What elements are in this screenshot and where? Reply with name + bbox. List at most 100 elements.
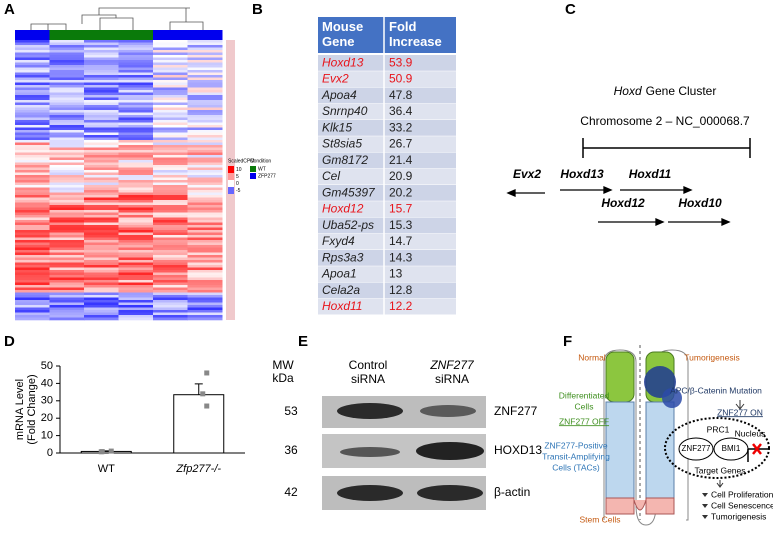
heatmap-cell: [84, 90, 119, 93]
cluster-title: Hoxd Gene Cluster: [614, 84, 717, 98]
heatmap-cell: [84, 312, 119, 316]
heatmap-cell: [187, 145, 223, 148]
heatmap-cell: [84, 95, 119, 98]
heatmap-cell: [15, 132, 50, 136]
heatmap-cell: [49, 245, 85, 248]
heatmap-cell: [15, 202, 50, 206]
heatmap-cell: [187, 132, 223, 136]
condition-bar: [187, 30, 223, 40]
heatmap-cell: [187, 155, 223, 158]
heatmap-cell: [84, 177, 119, 181]
fold-value: 33.2: [389, 120, 413, 134]
heatmap-cell: [118, 207, 154, 211]
heatmap-cell: [118, 180, 154, 183]
heatmap-cell: [187, 297, 223, 301]
heatmap-cell: [84, 210, 119, 213]
heatmap-cell: [49, 270, 85, 273]
heatmap-cell: [49, 237, 85, 241]
panel-label: A: [4, 1, 15, 18]
heatmap-cell: [49, 292, 85, 296]
heatmap-cell: [153, 232, 188, 236]
legend-title: ScaledCPM: [228, 158, 254, 164]
heatmap-cell: [187, 160, 223, 163]
heatmap-cell: [153, 130, 188, 133]
heatmap-cell: [187, 102, 223, 106]
heatmap-cell: [118, 157, 154, 161]
heatmap-cell: [49, 130, 85, 133]
heatmap-cell: [15, 187, 50, 191]
heatmap-cell: [118, 152, 154, 156]
heatmap-cell: [84, 250, 119, 253]
heatmap-cell: [118, 240, 154, 243]
heatmap-cell: [15, 182, 50, 186]
heatmap-cell: [153, 135, 188, 138]
heatmap-cell: [118, 60, 154, 63]
heatmap-cell: [118, 95, 154, 98]
heatmap-cell: [49, 60, 85, 63]
heatmap-cell: [15, 250, 50, 253]
heatmap-cell: [15, 212, 50, 216]
heatmap-cell: [49, 290, 85, 293]
heatmap-cell: [118, 107, 154, 111]
heatmap-cell: [118, 127, 154, 131]
heatmap-cell: [118, 80, 154, 83]
heatmap-cell: [187, 137, 223, 141]
heatmap-cell: [118, 287, 154, 291]
gene-name: Uba52-ps: [322, 218, 374, 232]
heatmap-cell: [49, 125, 85, 128]
heatmap-cell: [118, 55, 154, 58]
heatmap-cell: [118, 130, 154, 133]
heatmap-cell: [153, 72, 188, 76]
heatmap-cell: [187, 240, 223, 243]
fold-value: 20.2: [389, 185, 413, 199]
heatmap-cell: [153, 107, 188, 111]
heatmap-cell: [153, 182, 188, 186]
panel-label: E: [298, 333, 308, 350]
heatmap-cell: [84, 125, 119, 128]
heatmap-cell: [153, 85, 188, 88]
fold-value: 47.8: [389, 88, 413, 102]
heatmap-cell: [15, 260, 50, 263]
heatmap-cell: [15, 217, 50, 221]
heatmap-cell: [187, 287, 223, 291]
panel-label: C: [565, 1, 576, 18]
heatmap-cell: [153, 202, 188, 206]
heatmap-cell: [118, 165, 154, 168]
heatmap-cell: [153, 260, 188, 263]
heatmap-cell: [187, 127, 223, 131]
table-row: [318, 298, 456, 315]
heatmap-cell: [15, 305, 50, 308]
heatmap-cell: [153, 117, 188, 121]
heatmap-cell: [153, 180, 188, 183]
fold-value: 50.9: [389, 72, 413, 86]
heatmap-cell: [187, 210, 223, 213]
heatmap-cell: [15, 102, 50, 106]
heatmap-cell: [153, 55, 188, 58]
x-tick-label: Zfp277-/-: [175, 463, 221, 475]
heatmap-cell: [187, 140, 223, 143]
heatmap-cell: [15, 262, 50, 266]
heatmap-cell: [187, 45, 223, 48]
heatmap-cell: [84, 300, 119, 303]
table-row: [318, 152, 456, 169]
heatmap-cell: [84, 262, 119, 266]
heatmap-cell: [84, 65, 119, 68]
heatmap-cell: [84, 205, 119, 208]
heatmap-cell: [84, 317, 119, 321]
heatmap-cell: [187, 97, 223, 101]
heatmap-cell: [118, 45, 154, 48]
heatmap-cell: [118, 137, 154, 141]
heatmap-cell: [84, 42, 119, 46]
heatmap-cell: [118, 155, 154, 158]
heatmap-cell: [15, 97, 50, 101]
heatmap-cell: [49, 97, 85, 101]
heatmap-cell: [15, 177, 50, 181]
table-row: [318, 120, 456, 136]
heatmap-cell: [15, 160, 50, 163]
fold-value: 53.9: [389, 55, 413, 69]
gene-name: Hoxd11: [322, 299, 362, 313]
gene-label: Evx2: [513, 167, 541, 181]
heatmap-cell: [49, 315, 85, 318]
heatmap-cell: [49, 262, 85, 266]
legend-swatch: [228, 173, 234, 180]
